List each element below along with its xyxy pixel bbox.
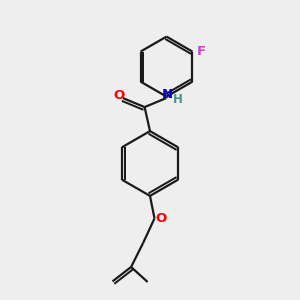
Text: F: F <box>196 45 206 58</box>
Text: O: O <box>114 89 125 102</box>
Text: O: O <box>155 212 167 226</box>
Text: H: H <box>173 93 183 106</box>
Text: N: N <box>162 88 173 101</box>
